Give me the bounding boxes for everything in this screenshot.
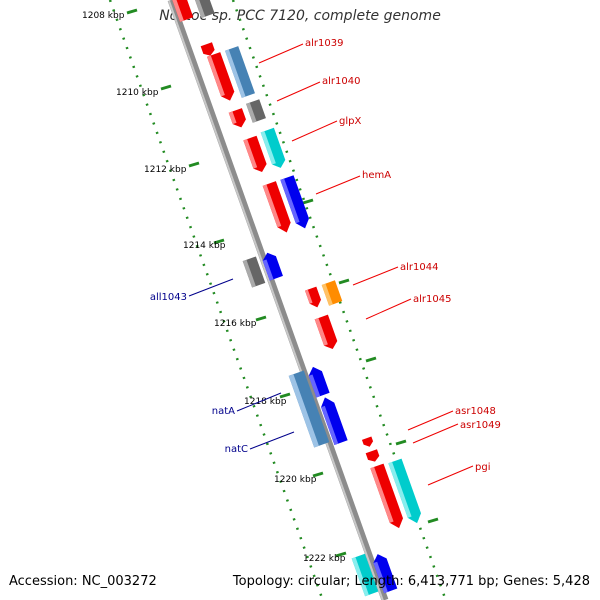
gene-feature[interactable] [261, 250, 283, 281]
gene-feature[interactable] [246, 99, 266, 123]
gene-features[interactable] [169, 0, 423, 597]
gene-alr1045[interactable] [314, 314, 340, 352]
tick-label: 1208 kbp [82, 11, 125, 21]
tick-label: 1214 kbp [183, 241, 226, 251]
gene-feature[interactable] [306, 365, 330, 398]
genome-stats-text: Topology: circular; Length: 6,413,771 bp… [232, 574, 590, 589]
tick-mark [395, 439, 407, 446]
gene-feature[interactable] [260, 127, 288, 170]
gene-label-alr1040[interactable]: alr1040 [322, 76, 360, 87]
gene-feature[interactable] [388, 458, 423, 526]
tick-label: 1220 kbp [274, 475, 317, 485]
tick-mark [126, 8, 138, 15]
tick-mark [338, 278, 350, 285]
gene-feature[interactable] [280, 175, 311, 231]
gene-label-pgi[interactable]: pgi [475, 462, 490, 473]
gene-feature[interactable] [371, 552, 398, 594]
tick-mark [213, 238, 225, 245]
tick-mark [160, 84, 172, 91]
gene-label-alr1039[interactable]: alr1039 [305, 38, 343, 49]
leader-line [427, 465, 474, 486]
gene-alr1044[interactable] [304, 286, 323, 310]
gene-feature[interactable] [169, 0, 194, 22]
gene-feature[interactable] [351, 553, 379, 597]
gene-label-all1043[interactable]: all1043 [150, 292, 187, 303]
gene-asr1049[interactable] [365, 449, 381, 463]
tick-mark [427, 517, 439, 524]
tick-mark [255, 315, 267, 322]
tick-mark [365, 356, 377, 363]
tick-label: 1222 kbp [303, 554, 346, 564]
tick-mark [312, 471, 324, 478]
backbone-highlight [168, 0, 384, 600]
gene-label-hemA[interactable]: hemA [362, 170, 391, 181]
leader-line [412, 423, 459, 444]
gene-feature[interactable] [191, 0, 215, 19]
leader-line [236, 392, 282, 412]
tick-labels: 1208 kbp 1210 kbp 1212 kbp 1214 kbp 1216… [82, 11, 346, 564]
tick-mark [279, 392, 291, 399]
gene-label-natC[interactable]: natC [225, 444, 248, 455]
leader-line [291, 120, 338, 142]
gene-alr1040[interactable] [228, 108, 248, 130]
leader-line [352, 266, 399, 286]
gene-feature[interactable] [225, 46, 255, 98]
gene-feature[interactable] [321, 280, 343, 306]
gene-label-alr1045[interactable]: alr1045 [413, 294, 451, 305]
leader-line [365, 298, 412, 320]
leader-line [407, 410, 454, 431]
leader-line [315, 175, 361, 195]
gene-pgi[interactable] [370, 463, 405, 531]
gene-alr1039[interactable] [207, 52, 237, 103]
gene-asr1048[interactable] [361, 436, 374, 449]
leader-line [188, 278, 234, 297]
leader-line [258, 43, 304, 64]
gene-feature[interactable] [200, 42, 216, 57]
gene-label-glpX[interactable]: glpX [339, 116, 361, 127]
accession-text: Accession: NC_003272 [9, 574, 157, 589]
leader-line [249, 431, 295, 450]
leader-line [276, 81, 321, 102]
tick-marks [126, 8, 439, 558]
gene-natA[interactable] [288, 370, 330, 448]
gene-all1043[interactable] [242, 256, 266, 288]
gene-label-natA[interactable]: natA [212, 406, 235, 417]
backbone-line [167, 0, 389, 600]
gene-hemA[interactable] [262, 181, 294, 235]
gene-label-asr1049[interactable]: asr1049 [460, 420, 501, 431]
gene-label-alr1044[interactable]: alr1044 [400, 262, 438, 273]
tick-mark [302, 198, 314, 205]
gene-glpX[interactable] [243, 135, 268, 175]
tick-mark [188, 161, 200, 168]
tick-label: 1216 kbp [214, 319, 257, 329]
gene-label-asr1048[interactable]: asr1048 [455, 406, 496, 417]
tick-label: 1218 kbp [244, 397, 287, 407]
tick-label: 1210 kbp [116, 88, 159, 98]
tick-mark [335, 551, 347, 558]
gene-labels: alr1039 alr1040 glpX hemA alr1044 alr104… [150, 38, 501, 473]
gene-natC[interactable] [318, 395, 348, 445]
genome-backbone [167, 0, 389, 600]
label-leaders [188, 43, 474, 486]
map-title: Nostoc sp. PCC 7120, complete genome [159, 8, 441, 24]
tick-label: 1212 kbp [144, 165, 187, 175]
